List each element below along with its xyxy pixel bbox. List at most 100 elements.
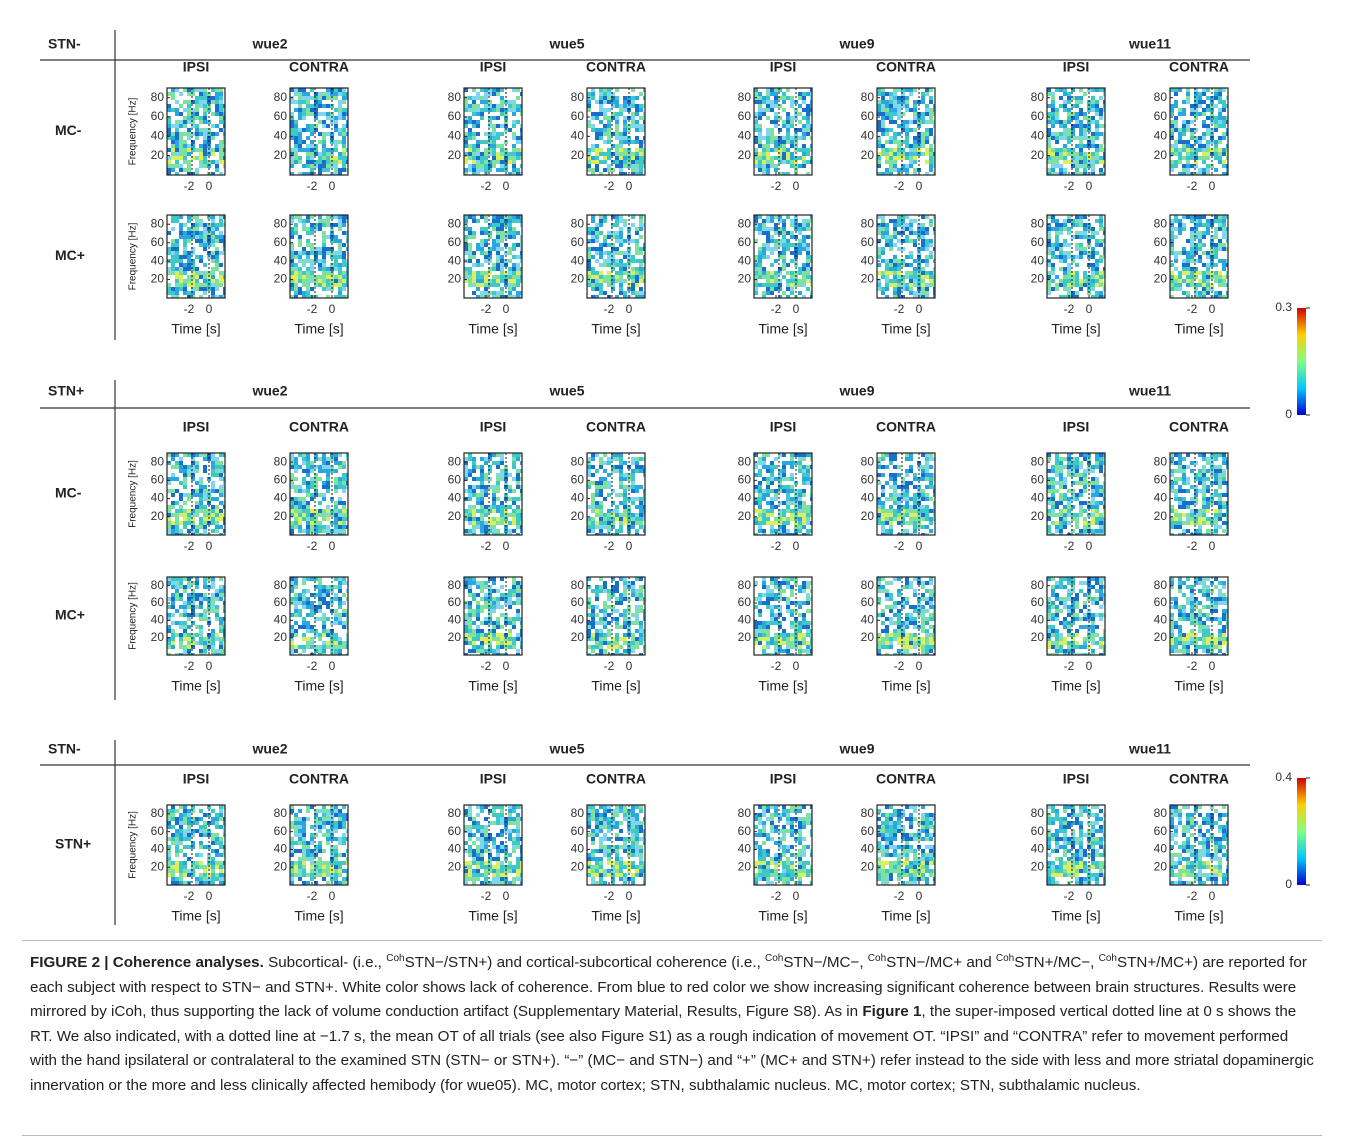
heatmap-cell — [1202, 124, 1206, 128]
heatmap-cell — [326, 144, 330, 148]
heatmap-cell — [921, 255, 925, 259]
heatmap-cell — [631, 112, 635, 116]
heatmap-cell — [595, 255, 599, 259]
heatmap-cell — [905, 231, 909, 235]
heatmap-cell — [468, 156, 472, 160]
heatmap-cell — [342, 132, 346, 136]
heatmap-cell — [500, 263, 504, 267]
heatmap-cell — [631, 124, 635, 128]
heatmap-cell — [1059, 148, 1063, 152]
heatmap-cell — [167, 275, 171, 279]
heatmap-cell — [762, 160, 766, 164]
heatmap-cell — [516, 251, 520, 255]
heatmap-cell — [782, 259, 786, 263]
heatmap-cell — [905, 148, 909, 152]
page: STN-wue2IPSI80604020-20Frequency [Hz]806… — [0, 0, 1356, 1145]
heatmap-cell — [623, 116, 627, 120]
x-tick-label: 0 — [329, 179, 336, 193]
heatmap-cell — [885, 116, 889, 120]
heatmap-cell — [294, 255, 298, 259]
heatmap-cell — [929, 275, 933, 279]
heatmap-cell — [318, 96, 322, 100]
y-tick-label: 20 — [571, 272, 585, 286]
heatmap-cell — [619, 243, 623, 247]
heatmap-cell — [806, 108, 810, 112]
heatmap-cell — [500, 283, 504, 287]
heatmap-cell — [342, 152, 346, 156]
heatmap-cell — [806, 283, 810, 287]
heatmap-cell — [1182, 148, 1186, 152]
heatmap-cell — [338, 92, 342, 96]
heatmap-cell — [1186, 124, 1190, 128]
heatmap-cell — [468, 243, 472, 247]
heatmap-cell — [1186, 100, 1190, 104]
heatmap-cell — [1174, 128, 1178, 132]
heatmap-cell — [619, 279, 623, 283]
heatmap-cell — [885, 92, 889, 96]
heatmap-cell — [306, 124, 310, 128]
heatmap-cell — [881, 160, 885, 164]
heatmap-cell — [326, 164, 330, 168]
heatmap-cell — [211, 275, 215, 279]
heatmap-cell — [1186, 112, 1190, 116]
heatmap-cell — [762, 259, 766, 263]
heatmap-cell — [476, 104, 480, 108]
heatmap-cell — [619, 144, 623, 148]
heatmap-cell — [758, 164, 762, 168]
heatmap-cell — [342, 251, 346, 255]
heatmap-cell — [790, 132, 794, 136]
heatmap-cell — [921, 227, 925, 231]
heatmap-cell — [885, 235, 889, 239]
heatmap-cell — [472, 251, 476, 255]
heatmap-cell — [909, 116, 913, 120]
heatmap-cell — [318, 235, 322, 239]
heatmap-cell — [516, 156, 520, 160]
heatmap-cell — [1063, 239, 1067, 243]
heatmap-cell — [913, 287, 917, 291]
heatmap-cell — [595, 235, 599, 239]
heatmap-cell — [464, 291, 468, 295]
heatmap-cell — [599, 112, 603, 116]
heatmap-cell — [929, 128, 933, 132]
heatmap-cell — [1067, 231, 1071, 235]
heatmap-cell — [774, 235, 778, 239]
heatmap-cell — [1099, 227, 1103, 231]
heatmap-cell — [897, 227, 901, 231]
heatmap-cell — [334, 239, 338, 243]
heatmap-cell — [472, 152, 476, 156]
heatmap-cell — [175, 271, 179, 275]
heatmap-cell — [639, 140, 643, 144]
heatmap-cell — [203, 259, 207, 263]
heatmap-cell — [298, 263, 302, 267]
heatmap-cell — [1075, 156, 1079, 160]
heatmap-cell — [1198, 100, 1202, 104]
heatmap-cell — [492, 267, 496, 271]
heatmap-cell — [913, 259, 917, 263]
heatmap-cell — [1075, 96, 1079, 100]
heatmap-cell — [484, 283, 488, 287]
heatmap-cell — [623, 275, 627, 279]
heatmap-cell — [464, 219, 468, 223]
heatmap-cell — [798, 140, 802, 144]
heatmap-cell — [306, 263, 310, 267]
heatmap-cell — [334, 259, 338, 263]
heatmap-cell — [881, 271, 885, 275]
heatmap-cell — [322, 136, 326, 140]
heatmap-cell — [1206, 144, 1210, 148]
heatmap-cell — [167, 283, 171, 287]
heatmap-cell — [591, 251, 595, 255]
heatmap-cell — [623, 283, 627, 287]
heatmap-cell — [211, 96, 215, 100]
heatmap-cell — [310, 112, 314, 116]
heatmap-cell — [322, 164, 326, 168]
heatmap-cell — [929, 231, 933, 235]
x-axis-label: Time [s] — [881, 321, 930, 337]
heatmap-cell — [1055, 227, 1059, 231]
heatmap-cell — [881, 231, 885, 235]
heatmap-cell — [290, 219, 294, 223]
heatmap-cell — [338, 148, 342, 152]
heatmap-cell — [619, 219, 623, 223]
heatmap-cell — [1067, 291, 1071, 295]
heatmap-cell — [492, 168, 496, 172]
heatmap-cell — [1099, 100, 1103, 104]
